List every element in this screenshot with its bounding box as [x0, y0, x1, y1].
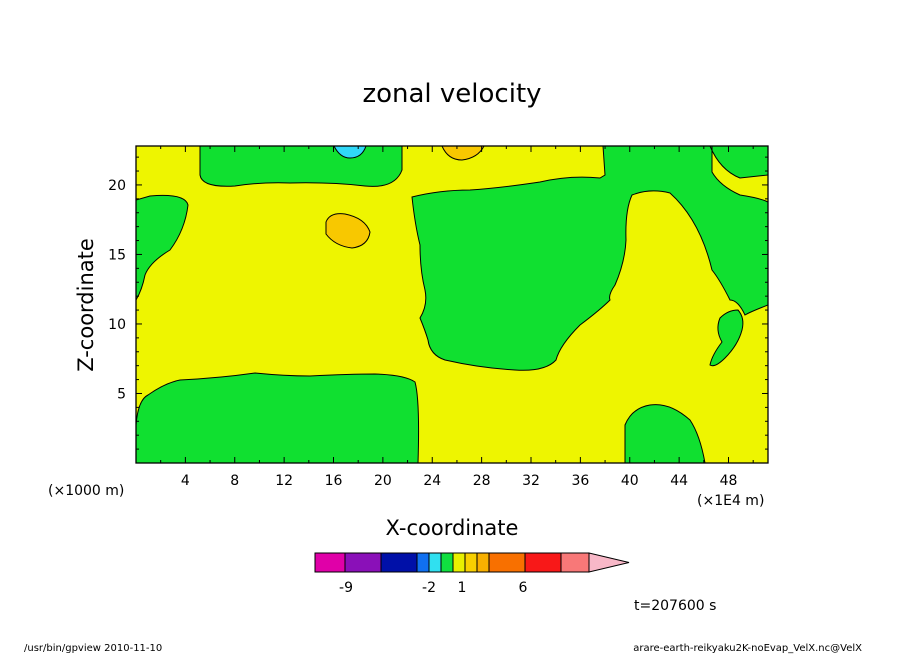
plot-frame	[135, 145, 769, 464]
colorbar-arrow	[588, 552, 630, 573]
colorbar-label: -2	[422, 580, 436, 596]
colorbar-segment	[488, 552, 526, 573]
y-axis-label: Z-coordinate	[74, 238, 98, 372]
colorbar-segment	[416, 552, 430, 573]
colorbar-segment	[440, 552, 454, 573]
x-tick-label: 44	[670, 473, 688, 489]
colorbar-segment	[314, 552, 346, 573]
x-axis-label: X-coordinate	[386, 516, 519, 540]
footer-right: arare-earth-reikyaku2K-noEvap_VelX.nc@Ve…	[633, 643, 862, 654]
colorbar	[314, 552, 630, 573]
y-tick-label: 15	[108, 247, 126, 263]
x-unit-right: (×1E4 m)	[697, 493, 764, 509]
x-tick-label: 28	[473, 473, 491, 489]
contour-region-left-edge	[136, 194, 189, 301]
colorbar-labels: -9 -2 1 6	[339, 580, 528, 596]
colorbar-label: 6	[519, 580, 528, 596]
x-unit-left: (×1000 m)	[48, 483, 124, 499]
contour-region-bottom-right	[624, 404, 706, 463]
colorbar-segment	[344, 552, 382, 573]
x-tick-label: 4	[181, 473, 190, 489]
x-tick-label: 48	[720, 473, 738, 489]
colorbar-segment	[524, 552, 562, 573]
plot-area	[135, 145, 769, 464]
x-tick-label: 40	[621, 473, 639, 489]
colorbar-segment	[428, 552, 442, 573]
x-tick-label: 12	[275, 473, 293, 489]
x-tick-label: 8	[230, 473, 239, 489]
y-tick-label: 10	[108, 317, 126, 333]
contour-region-top-left	[199, 146, 403, 187]
colorbar-segment	[560, 552, 590, 573]
tick-marks	[136, 146, 768, 463]
colorbar-segment	[380, 552, 418, 573]
colorbar-segment	[452, 552, 466, 573]
contour-region-right-blob	[709, 309, 744, 367]
time-label: t=207600 s	[634, 598, 716, 614]
colorbar-label: 1	[458, 580, 467, 596]
x-tick-label: 16	[325, 473, 343, 489]
y-tick-labels: 5 10 15 20	[108, 178, 126, 403]
y-tick-label: 20	[108, 178, 126, 194]
chart-title: zonal velocity	[362, 79, 541, 109]
x-tick-label: 36	[571, 473, 589, 489]
x-tick-label: 32	[522, 473, 540, 489]
y-tick-label: 5	[117, 386, 126, 402]
x-tick-label: 20	[374, 473, 392, 489]
colorbar-segment	[476, 552, 490, 573]
contour-region-center	[411, 146, 768, 371]
footer-left: /usr/bin/gpview 2010-11-10	[24, 643, 162, 654]
colorbar-segment	[464, 552, 478, 573]
colorbar-label: -9	[339, 580, 353, 596]
contour-region-bottom-left	[136, 372, 420, 463]
x-tick-label: 24	[423, 473, 441, 489]
contour-region-orange-mid	[325, 213, 371, 249]
x-tick-labels: 4 8 12 16 20 24 28 32 36 40 44 48	[181, 473, 738, 489]
